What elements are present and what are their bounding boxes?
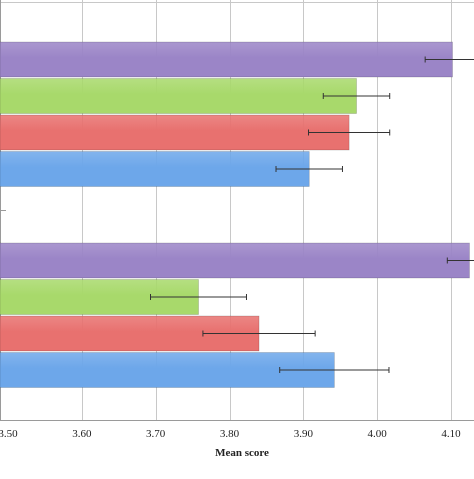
x-tick-label: 3.70 xyxy=(146,428,166,440)
x-tick-label: 4.00 xyxy=(368,428,388,440)
tick-label-layer: 3.50 3.60 3.70 3.80 3.90 4.00 4.10 xyxy=(0,428,461,440)
x-axis-title: Mean score xyxy=(215,447,269,459)
bar xyxy=(0,151,310,187)
bar xyxy=(0,114,350,151)
bar xyxy=(0,242,470,279)
x-tick-label: 3.90 xyxy=(294,428,314,440)
bar xyxy=(0,352,335,388)
bar xyxy=(0,41,453,78)
x-tick-label: 3.80 xyxy=(220,428,240,440)
x-tick-label: 3.60 xyxy=(72,428,92,440)
bar-layer xyxy=(0,41,474,388)
bar xyxy=(0,78,357,114)
x-tick-label: 4.10 xyxy=(441,428,461,440)
x-tick-label: 3.50 xyxy=(0,428,18,440)
